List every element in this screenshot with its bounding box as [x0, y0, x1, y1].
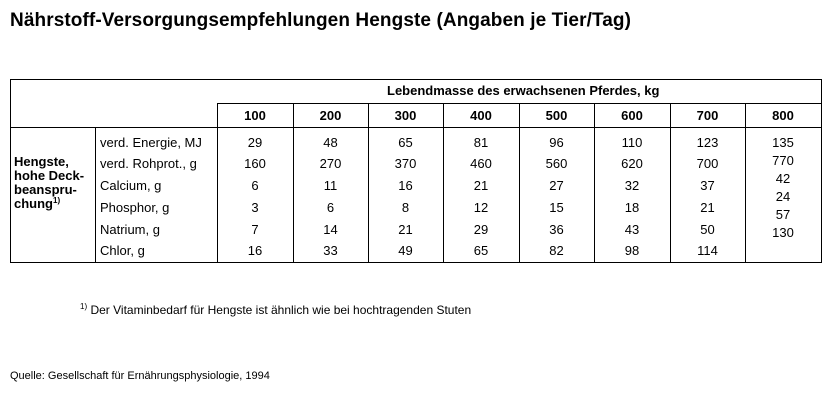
- table-cell: 21: [473, 178, 489, 193]
- table-cell: 65: [398, 135, 413, 150]
- table-cell: 7: [251, 222, 259, 237]
- table-cell: 81: [473, 135, 489, 150]
- table-cell-800: 57: [775, 207, 791, 222]
- table-cell-800: 135: [772, 135, 794, 150]
- table-cell: 160: [244, 156, 266, 171]
- table-cell: 98: [624, 243, 640, 258]
- table-cell: 370: [394, 156, 417, 171]
- row-label: Natrium, g: [100, 222, 160, 237]
- row-label: verd. Energie, MJ: [100, 135, 202, 150]
- col-divider-300: [368, 103, 369, 262]
- row-label: verd. Rohprot., g: [100, 156, 197, 171]
- table-cell: 18: [624, 200, 640, 215]
- footnote-mark: 1): [80, 302, 88, 311]
- table-cell-800: 24: [775, 189, 791, 204]
- column-header: 400: [470, 108, 492, 123]
- table-cell: 21: [398, 222, 413, 237]
- table-cell: 32: [624, 178, 640, 193]
- table-cell: 700: [696, 156, 719, 171]
- col-divider-800: [745, 103, 746, 262]
- table-cell: 110: [621, 135, 643, 150]
- col-divider-200: [293, 103, 294, 262]
- nutrient-table: Lebendmasse des erwachsenen Pferdes, kg …: [10, 79, 822, 263]
- column-header: 500: [545, 108, 568, 123]
- label-column-divider: [217, 103, 218, 262]
- table-cell: 49: [398, 243, 413, 258]
- table-cell: 36: [549, 222, 564, 237]
- table-cell: 65: [473, 243, 489, 258]
- table-cell: 6: [326, 200, 335, 215]
- group-label-line: hohe Deck-: [14, 168, 85, 183]
- header-bottom-line: [11, 127, 821, 128]
- group-label-line: Hengste,: [14, 154, 69, 169]
- source-citation: Quelle: Gesellschaft für Ernährungsphysi…: [10, 370, 270, 382]
- footnote-text: Der Vitaminbedarf für Hengste ist ähnlic…: [90, 303, 472, 317]
- table-cell-800: 42: [775, 171, 791, 186]
- page-title: Nährstoff-Versorgungsempfehlungen Hengst…: [10, 10, 632, 31]
- group-label-line: beanspru-: [14, 182, 77, 197]
- column-header: 600: [621, 108, 643, 123]
- table-cell: 12: [473, 200, 489, 215]
- table-cell: 82: [549, 243, 564, 258]
- table-cell: 33: [323, 243, 338, 258]
- table-cell: 6: [251, 178, 259, 193]
- table-cell: 270: [319, 156, 342, 171]
- row-label: Calcium, g: [100, 178, 162, 193]
- table-cell: 16: [398, 178, 413, 193]
- table-cell: 14: [323, 222, 338, 237]
- table-cell: 50: [700, 222, 715, 237]
- column-header: 100: [244, 108, 266, 123]
- group-column-divider: [95, 127, 96, 262]
- col-divider-500: [519, 103, 520, 262]
- table-cell: 48: [323, 135, 338, 150]
- column-header: 200: [319, 108, 342, 123]
- table-cell: 15: [549, 200, 564, 215]
- table-cell-800: 770: [772, 153, 794, 168]
- table-cell: 29: [247, 135, 263, 150]
- group-label-line: chung: [14, 196, 53, 211]
- table-cell: 11: [323, 178, 338, 193]
- table-cell: 3: [251, 200, 259, 215]
- table-cell: 8: [401, 200, 410, 215]
- col-divider-400: [443, 103, 444, 262]
- table-cell: 21: [700, 200, 715, 215]
- table-cell: 96: [549, 135, 564, 150]
- footnote: 1) Der Vitaminbedarf für Hengste ist ähn…: [80, 302, 472, 318]
- table-cell: 114: [697, 243, 718, 258]
- table-cell: 123: [696, 135, 719, 150]
- table-cell: 620: [621, 156, 643, 171]
- column-header: 700: [696, 108, 719, 123]
- row-label: Phosphor, g: [100, 200, 170, 215]
- column-header: 300: [394, 108, 417, 123]
- table-cell: 16: [247, 243, 263, 258]
- super-header: Lebendmasse des erwachsenen Pferdes, kg: [387, 83, 660, 98]
- column-header: 800: [772, 108, 794, 123]
- table-cell-800: 130: [772, 225, 794, 240]
- table-cell: 37: [700, 178, 715, 193]
- table-cell: 27: [549, 178, 564, 193]
- col-divider-600: [594, 103, 595, 262]
- table-cell: 460: [470, 156, 492, 171]
- table-cell: 43: [624, 222, 640, 237]
- table-cell: 560: [545, 156, 568, 171]
- table-cell: 29: [473, 222, 489, 237]
- group-label: Hengste, hohe Deck- beanspru- chung1): [14, 155, 98, 211]
- row-label: Chlor, g: [100, 243, 145, 258]
- col-divider-700: [670, 103, 671, 262]
- footnote-marker: 1): [53, 196, 61, 205]
